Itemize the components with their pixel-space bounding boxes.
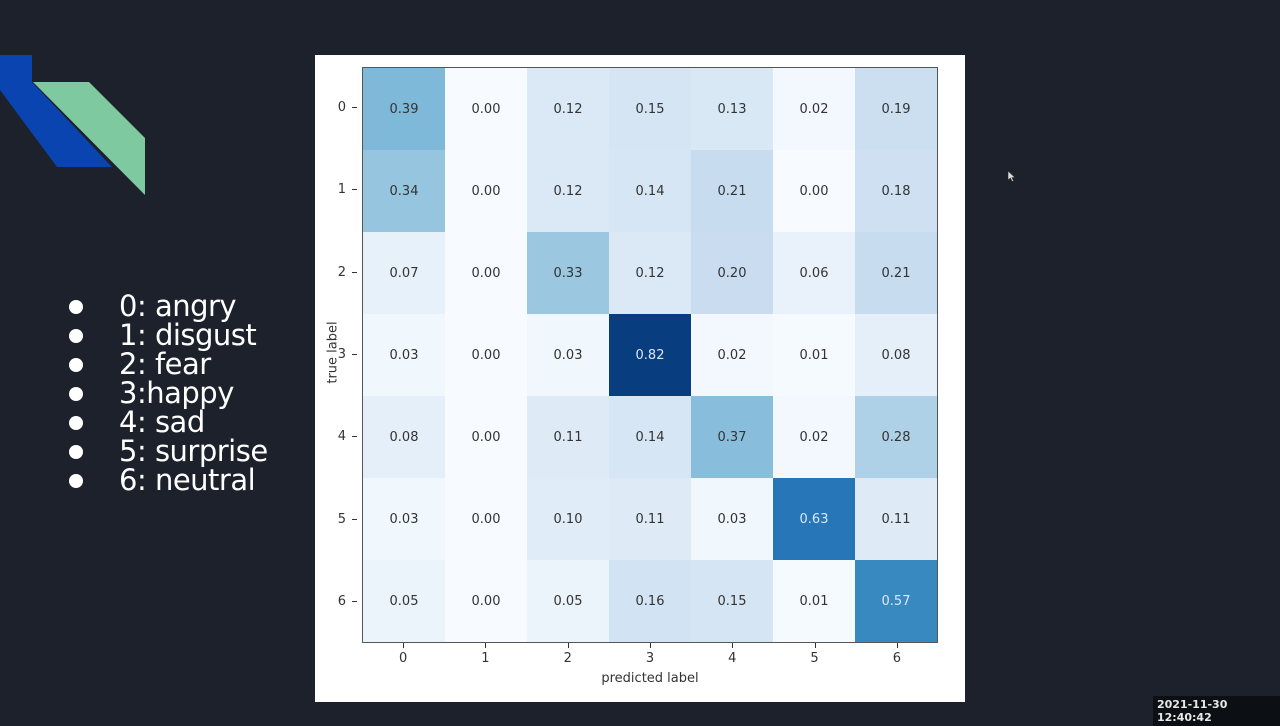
matrix-cell: 0.33 bbox=[527, 232, 609, 314]
matrix-cell: 0.28 bbox=[855, 396, 937, 478]
x-tick-label: 3 bbox=[645, 651, 655, 666]
legend-item: 1: disgust bbox=[66, 321, 268, 350]
legend-item: 4: sad bbox=[66, 408, 268, 437]
matrix-cell: 0.11 bbox=[855, 478, 937, 560]
matrix-cell: 0.12 bbox=[609, 232, 691, 314]
matrix-cell: 0.16 bbox=[609, 560, 691, 642]
x-tick-mark bbox=[732, 643, 734, 648]
matrix-cell: 0.00 bbox=[445, 314, 527, 396]
legend-item: 6: neutral bbox=[66, 466, 268, 495]
matrix-cell: 0.05 bbox=[527, 560, 609, 642]
matrix-cell: 0.12 bbox=[527, 150, 609, 232]
matrix-cell: 0.57 bbox=[855, 560, 937, 642]
matrix-cell: 0.11 bbox=[527, 396, 609, 478]
legend-item: 0: angry bbox=[66, 292, 268, 321]
y-tick-label: 1 bbox=[315, 182, 357, 197]
matrix-cell: 0.21 bbox=[855, 232, 937, 314]
matrix-cell: 0.14 bbox=[609, 396, 691, 478]
matrix-cell: 0.07 bbox=[363, 232, 445, 314]
matrix-cell: 0.08 bbox=[363, 396, 445, 478]
matrix-cell: 0.39 bbox=[363, 68, 445, 150]
matrix-cell: 0.03 bbox=[363, 478, 445, 560]
matrix-cell: 0.00 bbox=[773, 150, 855, 232]
x-tick-mark bbox=[896, 643, 898, 648]
confusion-matrix-grid: 0.39 0.00 0.12 0.15 0.13 0.02 0.19 0.34 0.00 0.12… bbox=[362, 67, 938, 643]
matrix-cell: 0.10 bbox=[527, 478, 609, 560]
confusion-matrix-figure: 0.39 0.00 0.12 0.15 0.13 0.02 0.19 0.34 0.00 0.12… bbox=[315, 55, 965, 702]
matrix-cell: 0.14 bbox=[609, 150, 691, 232]
matrix-cell: 0.82 bbox=[609, 314, 691, 396]
matrix-cell: 0.19 bbox=[855, 68, 937, 150]
y-tick-label: 5 bbox=[315, 512, 357, 527]
x-tick-label: 1 bbox=[481, 651, 490, 666]
matrix-cell: 0.12 bbox=[527, 68, 609, 150]
x-tick-label: 2 bbox=[563, 651, 572, 666]
y-tick-label: 0 bbox=[315, 100, 357, 115]
matrix-cell: 0.00 bbox=[445, 150, 527, 232]
matrix-cell: 0.06 bbox=[773, 232, 855, 314]
matrix-cell: 0.00 bbox=[445, 232, 527, 314]
matrix-cell: 0.21 bbox=[691, 150, 773, 232]
x-axis-label: predicted label bbox=[601, 671, 699, 686]
y-tick-label: 6 bbox=[315, 594, 357, 609]
matrix-cell: 0.00 bbox=[445, 478, 527, 560]
matrix-cell: 0.11 bbox=[609, 478, 691, 560]
bullet-icon bbox=[69, 386, 83, 401]
bullet-icon bbox=[69, 299, 83, 314]
matrix-cell: 0.00 bbox=[445, 396, 527, 478]
legend-item: 3:happy bbox=[66, 379, 268, 408]
y-tick-label: 4 bbox=[315, 429, 357, 444]
bullet-icon bbox=[69, 415, 83, 430]
x-tick-label: 4 bbox=[728, 651, 737, 666]
legend-item: 5: surprise bbox=[66, 437, 268, 466]
matrix-cell: 0.02 bbox=[773, 68, 855, 150]
matrix-cell: 0.34 bbox=[363, 150, 445, 232]
matrix-cell: 0.00 bbox=[445, 560, 527, 642]
class-legend-list: 0: angry 1: disgust 2: fear 3:happy 4: s… bbox=[66, 292, 268, 495]
x-tick-mark bbox=[814, 643, 816, 648]
matrix-cell: 0.63 bbox=[773, 478, 855, 560]
matrix-cell: 0.01 bbox=[773, 560, 855, 642]
bullet-icon bbox=[69, 328, 83, 343]
x-tick-label: 5 bbox=[810, 651, 819, 666]
matrix-cell: 0.15 bbox=[691, 560, 773, 642]
mouse-cursor-icon bbox=[1008, 171, 1016, 182]
x-tick-label: 0 bbox=[399, 651, 408, 666]
bullet-icon bbox=[69, 444, 83, 459]
x-tick-mark bbox=[485, 643, 487, 648]
legend-item: 2: fear bbox=[66, 350, 268, 379]
timestamp-overlay: 2021-11-30 12:40:42 bbox=[1153, 696, 1280, 726]
matrix-cell: 0.00 bbox=[445, 68, 527, 150]
matrix-cell: 0.15 bbox=[609, 68, 691, 150]
y-tick-label: 3 bbox=[315, 347, 357, 362]
x-tick-mark bbox=[567, 643, 569, 648]
x-tick-mark bbox=[403, 643, 405, 648]
bullet-icon bbox=[69, 357, 83, 372]
x-tick-label: 6 bbox=[892, 651, 901, 666]
matrix-cell: 0.02 bbox=[773, 396, 855, 478]
matrix-cell: 0.08 bbox=[855, 314, 937, 396]
matrix-cell: 0.03 bbox=[527, 314, 609, 396]
matrix-cell: 0.20 bbox=[691, 232, 773, 314]
slide-decoration-ribbons bbox=[0, 55, 145, 195]
y-tick-label: 2 bbox=[315, 265, 357, 280]
x-tick-mark bbox=[650, 643, 651, 648]
matrix-cell: 0.03 bbox=[691, 478, 773, 560]
matrix-cell: 0.18 bbox=[855, 150, 937, 232]
matrix-cell: 0.01 bbox=[773, 314, 855, 396]
matrix-cell: 0.03 bbox=[363, 314, 445, 396]
matrix-cell: 0.05 bbox=[363, 560, 445, 642]
bullet-icon bbox=[69, 473, 83, 488]
matrix-cell: 0.13 bbox=[691, 68, 773, 150]
y-axis-label: true label bbox=[325, 321, 341, 384]
matrix-cell: 0.02 bbox=[691, 314, 773, 396]
matrix-cell: 0.37 bbox=[691, 396, 773, 478]
